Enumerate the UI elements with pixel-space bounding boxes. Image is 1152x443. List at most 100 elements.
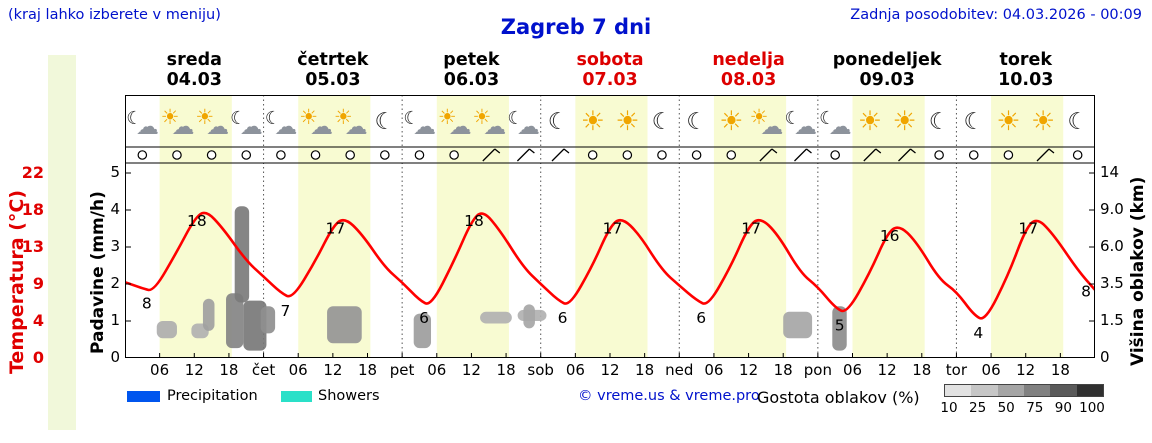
cloud-layer bbox=[202, 298, 215, 331]
hour-label: 12 bbox=[323, 361, 343, 379]
precipitation-swatch bbox=[127, 391, 160, 402]
calm-wind-symbol bbox=[449, 150, 459, 160]
meteogram-chart: ☾☁ ☀☁ ☀☁ ☾☁ ☾☁ ☀☁ ☀☁ ☾ ☾☁ ☀☁ ☀☁ ☾☁ ☾ ☀ ☀ ☾ ☾ ☀ ☀☁ ☾☁ ☾☁ ☀ ☀ ☾ ☾ ☀… bbox=[125, 95, 1095, 358]
density-scale-segment bbox=[971, 385, 998, 396]
day-date: 04.03 bbox=[166, 70, 222, 90]
moon-cloud-icon: ☁ bbox=[829, 114, 852, 140]
day-date: 09.03 bbox=[859, 70, 915, 90]
density-scale-tick: 75 bbox=[1026, 400, 1044, 416]
cloud-layer bbox=[832, 306, 847, 351]
sun-icon: ☀ bbox=[581, 106, 605, 137]
day-abbr-label: tor bbox=[945, 361, 968, 379]
sun-cloud-icon: ☁ bbox=[310, 114, 333, 140]
moon-cloud-icon: ☾ bbox=[819, 108, 835, 129]
sun-icon: ☀ bbox=[858, 106, 882, 137]
day-date: 10.03 bbox=[998, 70, 1054, 90]
cloud-layer bbox=[226, 293, 244, 349]
temperature-value-label: 6 bbox=[419, 309, 429, 327]
hour-label: 12 bbox=[461, 361, 481, 379]
hour-label: 12 bbox=[739, 361, 759, 379]
showers-swatch bbox=[281, 391, 312, 402]
cloud-layer bbox=[523, 304, 535, 329]
temperature-value-label: 17 bbox=[741, 219, 761, 237]
cloud-layer bbox=[260, 306, 276, 334]
day-header-row: sreda 04.03 četrtek 05.03 petek 06.03 sobota 07… bbox=[125, 50, 1095, 90]
sun-cloud-icon: ☁ bbox=[345, 114, 368, 140]
calm-wind-symbol bbox=[726, 150, 737, 160]
cloud-height-tick: 3.5 bbox=[1100, 274, 1124, 292]
hour-label: 06 bbox=[704, 361, 724, 379]
precipitation-tick: 4 bbox=[110, 200, 120, 218]
calm-wind-symbol bbox=[830, 150, 840, 160]
calm-wind-symbol bbox=[380, 150, 390, 160]
copyright-link[interactable]: © vreme.us & vreme.pro bbox=[578, 388, 760, 404]
moon-icon: ☾ bbox=[686, 109, 707, 135]
precipitation-tick: 3 bbox=[110, 237, 120, 255]
density-scale-segment bbox=[1076, 385, 1103, 396]
calm-wind-symbol bbox=[172, 150, 182, 160]
sun-icon: ☀ bbox=[1031, 106, 1055, 137]
hour-label: 12 bbox=[184, 361, 204, 379]
sun-icon: ☀ bbox=[719, 106, 743, 137]
sun-cloud-icon: ☀ bbox=[161, 105, 180, 129]
day-date: 07.03 bbox=[582, 70, 638, 90]
precipitation-tick: 0 bbox=[110, 348, 120, 366]
moon-cloud-icon: ☾ bbox=[230, 108, 246, 129]
sun-icon: ☀ bbox=[892, 106, 916, 137]
precipitation-tick: 2 bbox=[110, 274, 120, 292]
calm-wind-symbol bbox=[1003, 150, 1014, 160]
last-update-timestamp: Zadnja posodobitev: 04.03.2026 - 00:09 bbox=[850, 7, 1142, 23]
density-scale-segment bbox=[1050, 385, 1077, 396]
day-header: sreda 04.03 bbox=[125, 50, 264, 90]
hour-label: 18 bbox=[635, 361, 655, 379]
precipitation-tick: 5 bbox=[110, 163, 120, 181]
wind-barb-symbol bbox=[516, 148, 535, 162]
moon-cloud-icon: ☁ bbox=[517, 114, 540, 140]
calm-wind-symbol bbox=[414, 150, 425, 160]
day-date: 06.03 bbox=[443, 70, 500, 90]
calm-wind-symbol bbox=[241, 150, 252, 160]
moon-icon: ☾ bbox=[652, 109, 673, 135]
temperature-value-label: 8 bbox=[1081, 282, 1091, 300]
moon-icon: ☾ bbox=[963, 109, 984, 135]
moon-cloud-icon: ☾ bbox=[403, 108, 419, 129]
day-header: nedelja 08.03 bbox=[679, 50, 818, 90]
sun-cloud-icon: ☀ bbox=[438, 105, 457, 129]
calm-wind-symbol bbox=[968, 150, 979, 160]
temperature-value-label: 7 bbox=[281, 302, 291, 320]
cloud-layer bbox=[413, 313, 432, 349]
day-abbr-label: pet bbox=[389, 361, 415, 379]
precipitation-legend-label: Precipitation bbox=[167, 388, 258, 404]
hour-label: 18 bbox=[219, 361, 239, 379]
wind-barb-symbol bbox=[794, 148, 812, 162]
hour-label: 06 bbox=[981, 361, 1001, 379]
moon-cloud-icon: ☁ bbox=[240, 114, 263, 140]
moon-icon: ☾ bbox=[375, 109, 396, 135]
sun-cloud-icon: ☀ bbox=[472, 105, 491, 129]
hour-label: 18 bbox=[1050, 361, 1070, 379]
day-abbr-label: pon bbox=[803, 361, 832, 379]
calm-wind-symbol bbox=[206, 150, 217, 160]
temperature-scale-strip bbox=[48, 55, 76, 430]
temperature-tick: 18 bbox=[21, 200, 44, 219]
moon-cloud-icon: ☾ bbox=[265, 108, 281, 129]
wind-barb-symbol bbox=[551, 148, 570, 162]
density-scale-tick: 100 bbox=[1079, 400, 1105, 416]
hour-label: 06 bbox=[842, 361, 863, 379]
day-header: četrtek 05.03 bbox=[264, 50, 403, 90]
sun-cloud-icon: ☁ bbox=[206, 114, 229, 140]
cloud-layer bbox=[480, 311, 512, 324]
temperature-value-label: 18 bbox=[187, 212, 207, 230]
calm-wind-symbol bbox=[657, 150, 667, 160]
hour-label: 18 bbox=[773, 361, 793, 379]
temperature-tick: 22 bbox=[21, 163, 44, 182]
density-scale-tick: 10 bbox=[940, 400, 958, 416]
cloud-height-tick: 14 bbox=[1100, 163, 1120, 181]
density-scale-tick: 90 bbox=[1054, 400, 1072, 416]
cloud-density-legend-label: Gostota oblakov (%) bbox=[757, 388, 920, 407]
hour-label: 06 bbox=[288, 361, 308, 379]
moon-cloud-icon: ☾ bbox=[126, 108, 142, 129]
temperature-value-label: 17 bbox=[326, 219, 346, 237]
hour-label: 18 bbox=[496, 361, 516, 379]
sun-cloud-icon: ☁ bbox=[171, 114, 194, 140]
